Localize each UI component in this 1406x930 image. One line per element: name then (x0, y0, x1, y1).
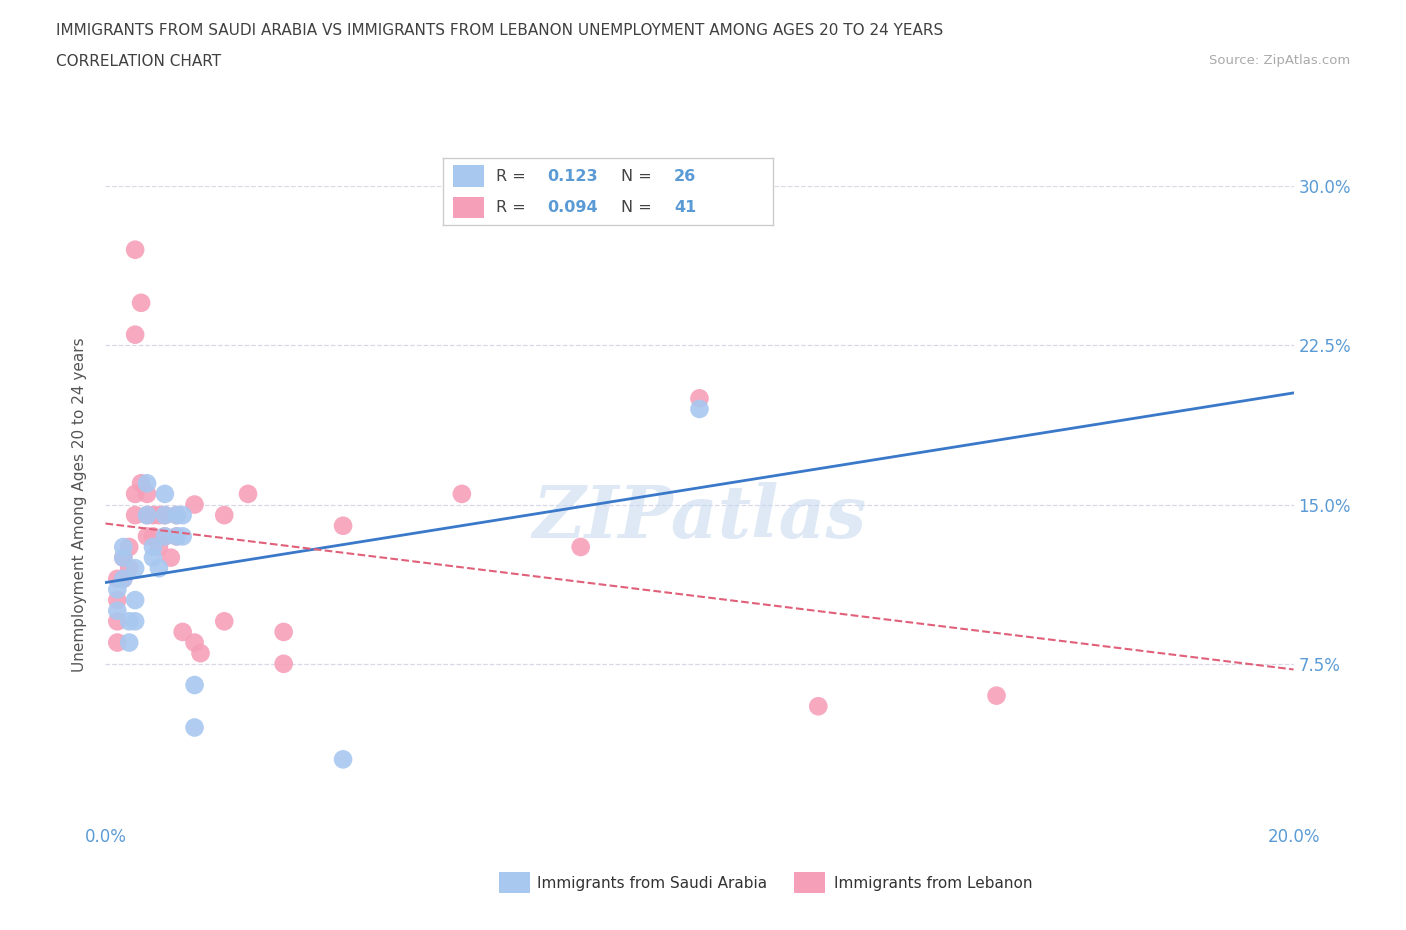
Text: IMMIGRANTS FROM SAUDI ARABIA VS IMMIGRANTS FROM LEBANON UNEMPLOYMENT AMONG AGES : IMMIGRANTS FROM SAUDI ARABIA VS IMMIGRAN… (56, 23, 943, 38)
Point (986, 688, 1008, 703)
Point (142, 508, 165, 523)
Point (166, 529, 188, 544)
Point (183, 678, 205, 693)
Point (112, 551, 135, 565)
Point (136, 508, 159, 523)
Point (105, 635, 128, 650)
Text: N =: N = (621, 200, 657, 215)
Point (166, 508, 188, 523)
Point (450, 486, 472, 501)
Point (136, 529, 159, 544)
Text: CORRELATION CHART: CORRELATION CHART (56, 54, 221, 69)
Point (118, 561, 141, 576)
Point (807, 698, 830, 713)
Point (183, 720, 205, 735)
Point (148, 539, 170, 554)
Point (153, 486, 176, 501)
Point (142, 539, 165, 554)
Point (190, 645, 212, 660)
Point (183, 635, 205, 650)
Point (153, 508, 176, 523)
Text: Source: ZipAtlas.com: Source: ZipAtlas.com (1209, 54, 1350, 67)
Point (273, 625, 295, 640)
Point (136, 476, 159, 491)
Point (172, 625, 194, 640)
Point (214, 508, 236, 523)
Text: Immigrants from Saudi Arabia: Immigrants from Saudi Arabia (537, 876, 768, 891)
Point (689, 402, 711, 417)
Text: ZIPatlas: ZIPatlas (533, 482, 866, 552)
Point (136, 508, 159, 523)
Point (124, 561, 146, 576)
Point (124, 614, 146, 629)
Point (273, 657, 295, 671)
Point (129, 476, 152, 491)
Text: R =: R = (496, 200, 530, 215)
Point (105, 604, 128, 618)
Point (142, 529, 165, 544)
Point (105, 592, 128, 607)
Point (332, 518, 354, 533)
FancyBboxPatch shape (453, 166, 484, 187)
Point (124, 327, 146, 342)
FancyBboxPatch shape (453, 197, 484, 219)
Point (166, 508, 188, 523)
Point (183, 498, 205, 512)
Point (105, 582, 128, 597)
Point (118, 635, 141, 650)
Point (332, 751, 354, 766)
Point (689, 391, 711, 405)
Point (112, 571, 135, 586)
Point (124, 243, 146, 258)
Point (153, 508, 176, 523)
Point (142, 551, 165, 565)
Text: 26: 26 (675, 169, 696, 184)
Point (124, 486, 146, 501)
Point (105, 614, 128, 629)
Text: 41: 41 (675, 200, 696, 215)
Point (129, 296, 152, 311)
Point (236, 486, 259, 501)
Point (214, 614, 236, 629)
Text: Immigrants from Lebanon: Immigrants from Lebanon (834, 876, 1032, 891)
Point (172, 529, 194, 544)
Point (118, 539, 141, 554)
Text: 0.123: 0.123 (547, 169, 598, 184)
Y-axis label: Unemployment Among Ages 20 to 24 years: Unemployment Among Ages 20 to 24 years (72, 338, 87, 671)
Point (153, 529, 176, 544)
Point (112, 571, 135, 586)
Point (148, 561, 170, 576)
Point (148, 508, 170, 523)
Point (124, 508, 146, 523)
Text: 0.094: 0.094 (547, 200, 598, 215)
Point (172, 508, 194, 523)
Point (124, 592, 146, 607)
Point (569, 539, 592, 554)
Point (166, 529, 188, 544)
Point (159, 551, 181, 565)
Point (118, 614, 141, 629)
Text: N =: N = (621, 169, 657, 184)
Point (105, 571, 128, 586)
Text: R =: R = (496, 169, 530, 184)
Point (112, 551, 135, 565)
Point (153, 529, 176, 544)
Point (136, 486, 159, 501)
Point (112, 539, 135, 554)
